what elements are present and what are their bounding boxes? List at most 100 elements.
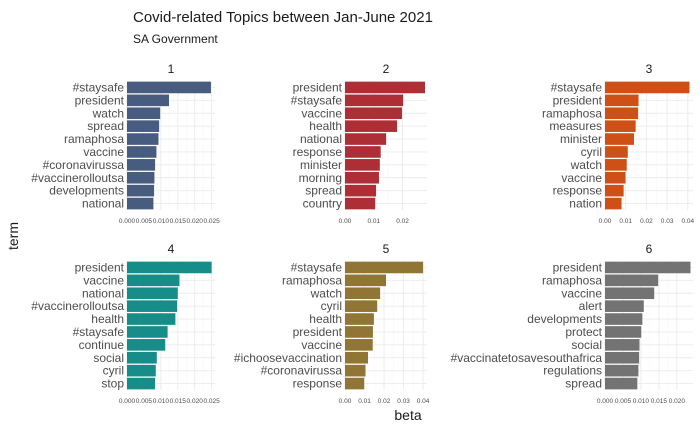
term-label: response — [553, 184, 603, 198]
term-label: president — [553, 93, 603, 107]
bar — [605, 81, 690, 94]
x-tick-label: 0.005 — [136, 218, 153, 225]
bar — [345, 261, 424, 274]
term-label: national — [82, 197, 124, 211]
term-label: minister — [300, 158, 342, 172]
term-label: health — [91, 312, 124, 326]
x-axis-title: beta — [394, 407, 421, 423]
facet-panel-2: 2 president#staysafevaccinehealthnational… — [291, 62, 427, 225]
bar — [127, 81, 211, 94]
facet-label: 4 — [168, 242, 175, 256]
x-tick-label: 0.015 — [651, 398, 668, 405]
term-label: ramaphosa — [542, 106, 602, 120]
bar — [345, 326, 373, 338]
bar — [605, 261, 691, 274]
term-label: regulations — [543, 364, 602, 378]
bar — [605, 339, 640, 351]
term-label: cyril — [581, 145, 602, 159]
bar — [605, 326, 642, 338]
term-label: protect — [565, 325, 602, 339]
term-label: #ichoosevaccination — [234, 351, 342, 365]
term-label: cyril — [321, 299, 342, 313]
term-label: watch — [92, 106, 124, 120]
x-tick-label: 0.02 — [396, 218, 409, 225]
bar — [127, 133, 159, 145]
bar — [605, 313, 643, 325]
term-label: stop — [101, 377, 124, 391]
x-tick-label: 0.000 — [119, 398, 136, 405]
bar — [605, 171, 626, 184]
term-label: #coronavirussa — [43, 158, 125, 172]
bar — [127, 287, 178, 300]
bar — [345, 120, 398, 132]
bar — [605, 133, 634, 145]
bar — [127, 339, 166, 351]
chart-subtitle: SA Government — [133, 32, 218, 46]
x-tick-label: 0.010 — [153, 398, 170, 405]
bar — [127, 184, 155, 197]
term-label: #vaccinatetosavesouthafrica — [451, 351, 603, 365]
bar — [605, 94, 639, 107]
x-tick-label: 0.01 — [619, 218, 632, 225]
bar — [127, 120, 160, 132]
term-label: vaccine — [301, 338, 342, 352]
term-label: #vaccinerolloutsa — [31, 171, 124, 185]
bar — [127, 377, 156, 390]
x-tick-label: 0.005 — [615, 398, 632, 405]
x-tick-label: 0.015 — [170, 218, 187, 225]
term-label: watch — [310, 286, 342, 300]
bar — [127, 107, 161, 120]
term-label: alert — [579, 299, 603, 313]
term-label: health — [309, 119, 342, 133]
bar — [345, 313, 374, 325]
bar — [345, 197, 376, 210]
term-label: developments — [49, 184, 124, 198]
bar — [345, 377, 365, 390]
bar — [605, 300, 644, 312]
term-label: #coronavirussa — [261, 364, 343, 378]
x-tick-label: 0.025 — [203, 398, 220, 405]
bar — [345, 133, 387, 145]
x-tick-label: 0.020 — [187, 398, 204, 405]
term-label: president — [75, 93, 125, 107]
term-label: social — [93, 351, 124, 365]
x-tick-label: 0.000 — [597, 398, 614, 405]
bar — [345, 184, 377, 197]
bar — [345, 107, 402, 120]
bar — [345, 351, 369, 364]
bar — [127, 94, 169, 107]
facet-panel-1: 1 #staysafepresidentwatchspreadramaphosav… — [31, 62, 220, 225]
term-label: president — [553, 260, 603, 274]
term-label: president — [293, 80, 343, 94]
x-tick-label: 0.02 — [640, 218, 653, 225]
term-label: watch — [570, 158, 602, 172]
term-label: response — [293, 377, 343, 391]
term-label: developments — [527, 312, 602, 326]
x-tick-label: 0.02 — [378, 398, 391, 405]
facet-panel-3: 3 #staysafepresidentramaphosameasuresmini… — [542, 62, 695, 225]
bar — [345, 146, 381, 158]
bar — [127, 326, 168, 338]
bar — [345, 300, 378, 312]
bar — [345, 159, 380, 171]
term-label: #staysafe — [73, 325, 125, 339]
bar — [605, 120, 636, 132]
bar — [605, 197, 622, 210]
bar — [605, 184, 624, 197]
x-tick-label: 0.005 — [136, 398, 153, 405]
term-label: cyril — [103, 364, 124, 378]
term-label: health — [309, 312, 342, 326]
term-label: #staysafe — [291, 93, 343, 107]
bar — [605, 364, 639, 377]
bar — [605, 274, 659, 287]
bar — [127, 159, 156, 171]
facet-label: 2 — [383, 62, 390, 76]
term-label: spread — [87, 119, 124, 133]
term-label: vaccine — [561, 171, 602, 185]
x-tick-label: 0.03 — [661, 218, 674, 225]
bar — [345, 171, 379, 184]
term-label: vaccine — [83, 273, 124, 287]
term-label: nation — [569, 197, 602, 211]
x-tick-label: 0.04 — [681, 218, 694, 225]
